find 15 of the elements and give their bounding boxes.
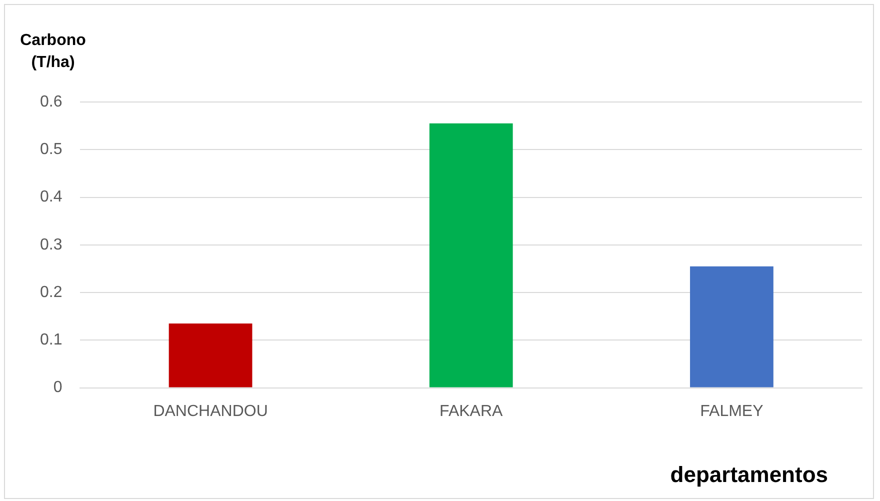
y-tick-label: 0.6 [40,93,62,110]
y-tick-label: 0.1 [40,332,62,349]
x-tick-label: FALMEY [700,402,764,420]
y-tick-label: 0.4 [40,188,62,206]
y-tick-label: 0 [53,379,62,396]
bar [168,323,252,388]
bar [690,266,774,388]
y-tick-label: 0.5 [40,141,62,158]
bar [429,123,513,388]
y-axis-title: Carbono (T/ha) [19,31,87,73]
y-tick-label: 0.3 [40,236,62,254]
x-tick-label: FAKARA [440,402,504,420]
x-tick-label: DANCHANDOU [153,402,268,420]
y-tick-label: 0.2 [40,284,62,301]
x-axis-title: departamentos [670,462,828,488]
